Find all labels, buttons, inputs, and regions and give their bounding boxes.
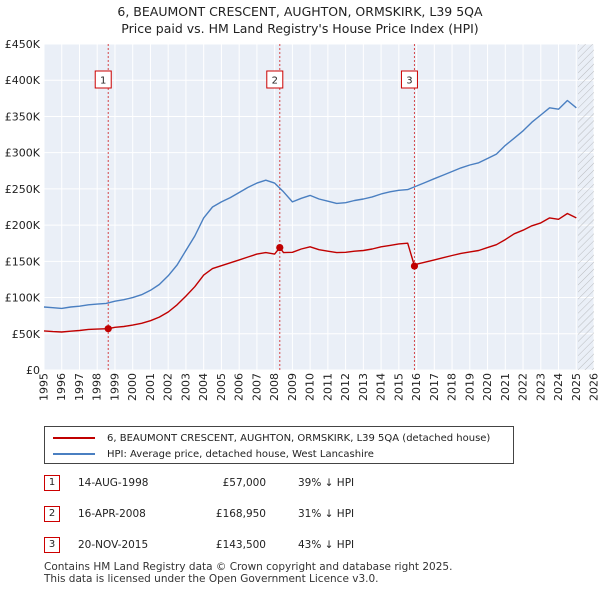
sale-number: 2 (44, 506, 60, 522)
legend-label-price: 6, BEAUMONT CRESCENT, AUGHTON, ORMSKIRK,… (107, 432, 491, 444)
x-tick-label: 2000 (126, 373, 139, 401)
sale-price: £57,000 (222, 477, 266, 489)
x-tick-label: 1999 (108, 373, 121, 401)
x-tick-label: 2014 (375, 373, 388, 401)
y-tick-label: £100K (5, 292, 41, 305)
sale-point-3 (410, 262, 419, 270)
footer-license: This data is licensed under the Open Gov… (44, 573, 379, 585)
sale-date: 20-NOV-2015 (78, 539, 149, 551)
y-tick-label: £200K (5, 219, 41, 232)
x-tick-label: 1997 (73, 373, 86, 401)
hpi-line (43, 99, 577, 310)
sale-hpi-diff: 43% ↓ HPI (298, 539, 355, 551)
x-tick-label: 2022 (517, 373, 530, 401)
projection-hatch (578, 44, 594, 370)
legend: 6, BEAUMONT CRESCENT, AUGHTON, ORMSKIRK,… (44, 426, 514, 464)
y-tick-label: £300K (5, 147, 41, 160)
sale-labels: 1 2 3 (94, 70, 418, 89)
x-tick-label: 2025 (570, 373, 583, 401)
y-tick-label: £0 (26, 364, 40, 377)
y-tick-label: £350K (5, 110, 41, 123)
x-tick-label: 2004 (197, 373, 210, 401)
sale-label-box-3 (400, 70, 418, 89)
legend-swatch-hpi (53, 453, 95, 455)
x-tick-label: 2001 (144, 373, 157, 401)
x-tick-label: 2026 (588, 373, 600, 401)
x-axis-ticks: 1995 1996 1997 1998 1999 2000 2001 2002 2003 2004… (38, 373, 600, 401)
sale-points (104, 244, 419, 333)
sale-row: 2 16-APR-2008 £168,950 31% ↓ HPI (0, 506, 600, 524)
x-tick-label: 2010 (304, 373, 317, 401)
x-tick-label: 2003 (179, 373, 192, 401)
x-tick-label: 2018 (446, 373, 459, 401)
sale-number: 3 (44, 537, 60, 553)
y-axis-ticks: £0 £50K £100K £150K £200K £250K £300K £350K £400… (5, 38, 41, 377)
x-tick-label: 2012 (339, 373, 352, 401)
sale-date: 16-APR-2008 (78, 508, 146, 520)
sale-row: 1 14-AUG-1998 £57,000 39% ↓ HPI (0, 475, 600, 493)
sale-price: £168,950 (215, 508, 266, 520)
x-tick-label: 2015 (392, 373, 405, 401)
x-tick-label: 2020 (481, 373, 494, 401)
x-tick-label: 2011 (321, 373, 334, 401)
sale-label-2: 2 (272, 76, 278, 87)
x-tick-label: 2009 (286, 373, 299, 401)
y-tick-label: £50K (12, 328, 41, 341)
x-tick-label: 2002 (162, 373, 175, 401)
sale-label-1: 1 (100, 76, 106, 87)
x-tick-label: 2005 (215, 373, 228, 401)
sale-hpi-diff: 39% ↓ HPI (298, 477, 355, 489)
sale-hpi-diff: 31% ↓ HPI (298, 508, 355, 520)
sale-label-3: 3 (406, 76, 412, 87)
sale-point-1 (104, 325, 112, 333)
y-tick-label: £450K (5, 38, 41, 51)
plot-area (44, 44, 594, 370)
footer-copyright: Contains HM Land Registry data © Crown c… (44, 561, 453, 573)
y-tick-label: £150K (5, 255, 41, 268)
sale-price: £143,500 (215, 539, 266, 551)
series-lines (43, 99, 577, 333)
y-tick-label: £400K (5, 74, 41, 87)
x-tick-label: 2023 (534, 373, 547, 401)
x-tick-label: 2021 (499, 373, 512, 401)
sale-label-box-1 (94, 70, 112, 89)
grid-lines (43, 43, 595, 371)
sale-label-box-2 (266, 70, 284, 89)
legend-label-hpi: HPI: Average price, detached house, West… (107, 448, 374, 460)
legend-item-hpi: HPI: Average price, detached house, West… (53, 447, 374, 461)
x-tick-label: 2007 (250, 373, 263, 401)
sale-number: 1 (44, 475, 60, 491)
price-paid-line (43, 212, 577, 333)
sale-date: 14-AUG-1998 (78, 477, 149, 489)
chart-title: 6, BEAUMONT CRESCENT, AUGHTON, ORMSKIRK,… (117, 4, 483, 19)
legend-swatch-price (53, 437, 95, 439)
x-tick-label: 1995 (38, 373, 51, 401)
chart-subtitle: Price paid vs. HM Land Registry's House … (121, 21, 479, 36)
legend-item-price: 6, BEAUMONT CRESCENT, AUGHTON, ORMSKIRK,… (53, 431, 490, 445)
x-tick-label: 2017 (428, 373, 441, 401)
x-tick-label: 2024 (552, 373, 565, 401)
sale-point-2 (276, 244, 284, 252)
x-tick-label: 2006 (233, 373, 246, 401)
x-tick-label: 1996 (55, 373, 68, 401)
x-tick-label: 2008 (268, 373, 281, 401)
sale-row: 3 20-NOV-2015 £143,500 43% ↓ HPI (0, 537, 600, 555)
x-tick-label: 2016 (410, 373, 423, 401)
price-chart: 1 2 3 £0 £50K £100K £150K £200K £250K £300K £350K… (5, 38, 600, 401)
x-tick-label: 2013 (357, 373, 370, 401)
y-tick-label: £250K (5, 183, 41, 196)
x-tick-label: 2019 (463, 373, 476, 401)
x-tick-label: 1998 (91, 373, 104, 401)
